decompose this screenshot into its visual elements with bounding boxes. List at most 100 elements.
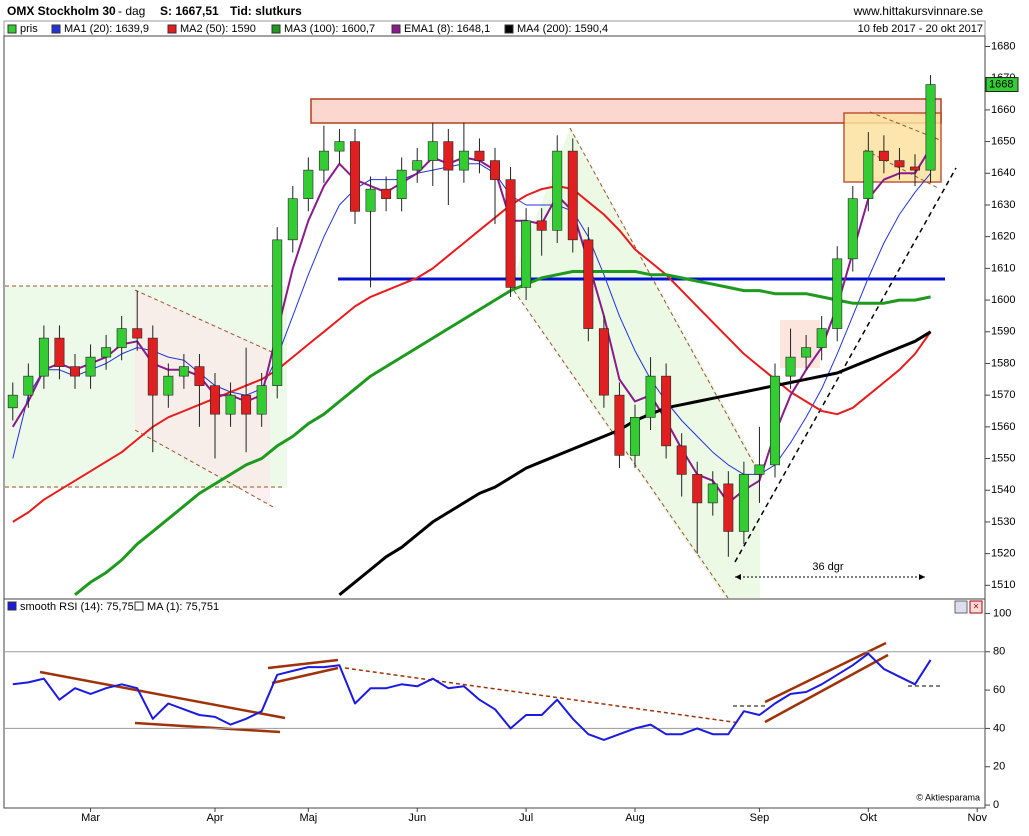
candle-body	[801, 347, 812, 358]
last-price-label: 1668	[989, 78, 1013, 90]
x-tick-label: Mar	[81, 812, 100, 824]
last-price-box	[985, 77, 1019, 93]
trendline	[271, 666, 339, 685]
y-tick-label: 1610	[991, 262, 1015, 274]
x-tick-label: Maj	[299, 812, 317, 824]
trendline	[39, 670, 286, 720]
legend-bar	[3, 20, 986, 37]
date-range: 10 feb 2017 - 20 okt 2017	[858, 23, 983, 35]
arrow-head	[919, 574, 925, 580]
candle-body	[85, 356, 96, 377]
trendline	[344, 667, 741, 724]
legend-label: pris	[20, 23, 38, 35]
annotation-text: 36 dgr	[812, 561, 844, 573]
candle-body	[521, 220, 532, 288]
candle-body	[925, 84, 936, 171]
y-tick-label: 1660	[991, 104, 1015, 116]
candle-body	[241, 394, 252, 415]
candle-body	[490, 160, 500, 180]
legend-label: smooth RSI (14): 75,751	[20, 601, 140, 613]
legend-swatch	[504, 24, 514, 34]
legend-label: MA2 (50): 1590	[180, 23, 256, 35]
legend-label: EMA1 (8): 1648,1	[404, 23, 490, 35]
candle-body	[334, 141, 345, 152]
legend-swatch	[7, 24, 17, 34]
credit: © Aktiesparama	[916, 792, 980, 802]
candle-body	[630, 417, 640, 456]
resistance-zone	[310, 98, 942, 124]
y-tick-label: 1640	[991, 167, 1015, 179]
y-tick-label: 1570	[991, 389, 1015, 401]
candle-body	[194, 366, 205, 386]
y-tick-label: 1680	[991, 40, 1015, 52]
y-tick-label: 1520	[991, 548, 1015, 560]
period: - dag	[118, 4, 145, 18]
series-line	[12, 652, 932, 741]
rsi-panel	[3, 598, 986, 809]
close-icon[interactable]: ×	[973, 602, 979, 613]
trendline	[764, 653, 889, 724]
candle-body	[70, 366, 80, 377]
shade	[135, 290, 270, 505]
y-tick-label: 1620	[991, 231, 1015, 243]
candle-body	[318, 150, 329, 171]
candle-body	[350, 141, 360, 212]
candle-body	[443, 141, 454, 171]
candle-body	[474, 150, 485, 161]
y-tick-label: 1560	[991, 421, 1015, 433]
candle-body	[427, 141, 438, 161]
candle-body	[910, 166, 920, 171]
trendline	[869, 111, 941, 141]
legend-swatch	[271, 24, 281, 34]
candle-body	[738, 474, 749, 532]
series-line	[74, 270, 931, 596]
price-label: S: 1667,51	[160, 4, 219, 18]
candle-body	[847, 198, 858, 260]
candle-body	[863, 150, 874, 199]
trendline	[134, 429, 276, 509]
candle-body	[505, 179, 516, 288]
candle-body	[723, 483, 734, 532]
title: OMX Stockholm 30	[7, 4, 116, 18]
legend-label: MA (1): 75,751	[147, 601, 219, 613]
y-tick-label: 0	[993, 799, 999, 811]
x-tick-label: Sep	[750, 812, 770, 824]
legend-swatch	[391, 24, 401, 34]
candle-body	[178, 366, 189, 377]
x-tick-label: Jul	[519, 812, 533, 824]
candle-body	[707, 483, 718, 504]
rsi-annotations	[39, 641, 942, 734]
trendline	[569, 127, 761, 476]
candle-body	[412, 160, 423, 171]
candle-body	[381, 188, 392, 199]
candle-body	[272, 239, 283, 386]
trendline	[267, 658, 339, 670]
x-tick-label: Okt	[860, 812, 877, 824]
candle-body	[132, 328, 143, 339]
candle-body	[396, 169, 407, 199]
legend-swatch	[7, 601, 17, 611]
y-tick-label: 100	[993, 607, 1011, 619]
candle-body	[210, 385, 220, 415]
x-tick-label: Nov	[967, 812, 987, 824]
candle-body	[256, 385, 267, 415]
zoom-button[interactable]	[954, 600, 968, 614]
candle-body	[567, 150, 578, 241]
header-bar	[4, 4, 985, 21]
y-tick-label: 40	[993, 722, 1005, 734]
candle-body	[832, 258, 843, 329]
candle-body	[54, 337, 65, 367]
y-tick-label: 1650	[991, 135, 1015, 147]
y-tick-label: 1590	[991, 326, 1015, 338]
x-tick-label: Apr	[206, 812, 223, 824]
candle-body	[661, 375, 672, 447]
arrow-head	[735, 574, 741, 580]
candle-body	[770, 375, 780, 466]
close-button[interactable]	[969, 600, 983, 614]
legend-swatch	[134, 601, 144, 611]
candle-body	[692, 474, 703, 504]
candle-body	[163, 375, 174, 396]
candle-body	[147, 337, 158, 396]
legend-label: MA4 (200): 1590,4	[517, 23, 608, 35]
